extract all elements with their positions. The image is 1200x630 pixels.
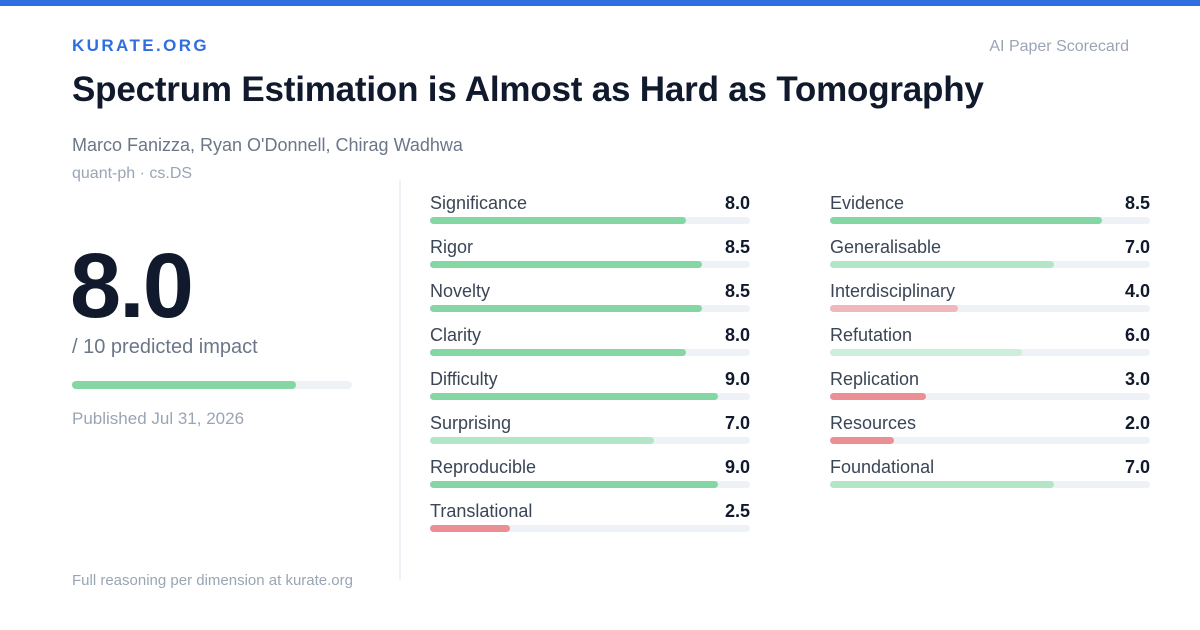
dimension-label: Refutation — [830, 325, 913, 345]
overall-score-subtitle: / 10 predicted impact — [72, 336, 258, 358]
dimension-label: Replication — [830, 369, 920, 389]
dimension-bar — [830, 261, 1150, 268]
dimension-bar — [430, 261, 750, 268]
dimension-bar-fill — [430, 349, 686, 356]
dimension-label: Surprising — [430, 413, 512, 433]
dimension-row: Refutation 6.0 — [830, 325, 1150, 369]
dimension-label: Generalisable — [830, 237, 942, 257]
overall-score-bar — [72, 381, 352, 389]
dimension-bar — [430, 349, 750, 356]
dimension-score: 7.0 — [1124, 237, 1150, 257]
dimension-bar — [830, 437, 1150, 444]
dimension-bar — [430, 305, 750, 312]
dimension-bar — [830, 481, 1150, 488]
dimension-row: Clarity 8.0 — [430, 325, 750, 369]
published-date: Published Jul 31, 2026 — [72, 409, 245, 428]
dimension-label: Evidence — [830, 193, 905, 213]
dimension-row: Evidence 8.5 — [830, 193, 1150, 237]
dimension-label: Difficulty — [430, 369, 498, 389]
dimension-bar — [830, 217, 1150, 224]
dimension-row: Surprising 7.0 — [430, 413, 750, 457]
dimension-bar-fill — [830, 393, 926, 400]
dimension-row: Interdisciplinary 4.0 — [830, 281, 1150, 325]
dimension-score: 8.5 — [724, 237, 750, 257]
overall-score-value: 8.0 — [70, 235, 194, 337]
dimension-bar — [830, 305, 1150, 312]
dimension-bar-fill — [430, 525, 510, 532]
dimension-score: 7.0 — [724, 413, 750, 433]
overall-score-bar-fill — [72, 381, 296, 389]
dimension-bar-fill — [430, 481, 718, 488]
dimension-score: 3.0 — [1124, 369, 1150, 389]
dimension-bar-fill — [830, 481, 1054, 488]
dimension-list-right: Evidence 8.5 Generalisable 7.0 Interdiscipli… — [830, 193, 1150, 501]
dimension-label: Significance — [430, 193, 528, 213]
dimension-score: 6.0 — [1124, 325, 1150, 345]
dimension-score: 8.0 — [724, 193, 750, 213]
dimension-bar-fill — [830, 305, 958, 312]
paper-categories: quant-ph · cs.DS — [72, 165, 193, 182]
dimension-label: Reproducible — [430, 457, 537, 477]
dimension-bar — [430, 393, 750, 400]
dimension-bar — [430, 525, 750, 532]
dimension-bar-fill — [430, 305, 702, 312]
dimension-score: 9.0 — [724, 457, 750, 477]
column-divider — [399, 180, 401, 580]
dimension-score: 7.0 — [1124, 457, 1150, 477]
dimension-score: 2.0 — [1124, 413, 1150, 433]
dimension-row: Difficulty 9.0 — [430, 369, 750, 413]
dimension-score: 4.0 — [1124, 281, 1150, 301]
paper-authors: Marco Fanizza, Ryan O'Donnell, Chirag Wa… — [72, 135, 463, 155]
dimension-label: Foundational — [830, 457, 935, 477]
dimension-bar-fill — [430, 261, 702, 268]
dimension-label: Novelty — [430, 281, 491, 301]
dimension-bar — [830, 393, 1150, 400]
dimension-label: Rigor — [430, 237, 474, 257]
dimension-label: Clarity — [430, 325, 482, 345]
dimension-bar — [830, 349, 1150, 356]
dimension-score: 8.5 — [1124, 193, 1150, 213]
dimension-bar-fill — [430, 437, 654, 444]
dimension-bar-fill — [430, 217, 686, 224]
dimension-bar-fill — [830, 217, 1102, 224]
dimension-row: Translational 2.5 — [430, 501, 750, 545]
dimension-row: Foundational 7.0 — [830, 457, 1150, 501]
paper-title: Spectrum Estimation is Almost as Hard as… — [72, 70, 984, 109]
footer-note: Full reasoning per dimension at kurate.o… — [72, 572, 353, 589]
scorecard-tagline: AI Paper Scorecard — [989, 38, 1129, 55]
dimension-label: Translational — [430, 501, 533, 521]
dimension-bar — [430, 437, 750, 444]
dimension-label: Interdisciplinary — [830, 281, 956, 301]
dimension-row: Replication 3.0 — [830, 369, 1150, 413]
dimension-bar — [430, 217, 750, 224]
top-accent-bar — [0, 0, 1200, 6]
brand-logo-text[interactable]: KURATE.ORG — [72, 36, 210, 55]
dimension-list-left: Significance 8.0 Rigor 8.5 Novelty 8.5 Clarity… — [430, 193, 750, 545]
dimension-score: 9.0 — [724, 369, 750, 389]
dimension-row: Novelty 8.5 — [430, 281, 750, 325]
dimension-row: Generalisable 7.0 — [830, 237, 1150, 281]
dimension-row: Resources 2.0 — [830, 413, 1150, 457]
dimension-bar-fill — [830, 349, 1022, 356]
dimension-bar-fill — [830, 261, 1054, 268]
dimension-score: 8.0 — [724, 325, 750, 345]
dimension-row: Significance 8.0 — [430, 193, 750, 237]
dimension-bar-fill — [430, 393, 718, 400]
dimension-bar — [430, 481, 750, 488]
dimension-row: Rigor 8.5 — [430, 237, 750, 281]
dimension-score: 8.5 — [724, 281, 750, 301]
dimension-bar-fill — [830, 437, 894, 444]
dimension-row: Reproducible 9.0 — [430, 457, 750, 501]
dimension-label: Resources — [830, 413, 917, 433]
dimension-score: 2.5 — [724, 501, 750, 521]
